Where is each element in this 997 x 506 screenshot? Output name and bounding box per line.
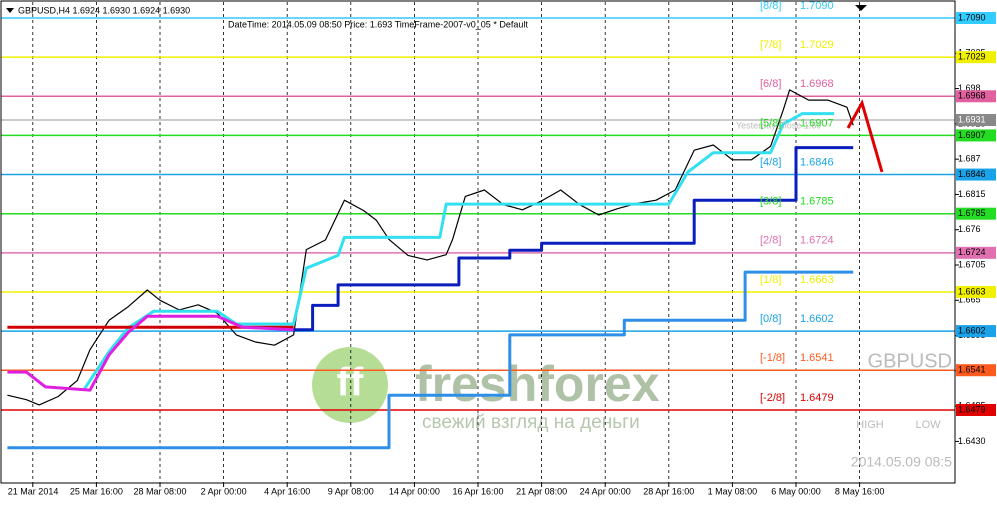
x-tick-label: 8 May 16:00: [835, 486, 885, 496]
level-axis-box: [956, 403, 996, 416]
level-value: 1.6907: [800, 117, 834, 129]
level-value: 1.6663: [800, 274, 834, 286]
level-name: [8/8]: [760, 0, 781, 12]
series-line: [293, 146, 854, 332]
level-name: [6/8]: [760, 78, 781, 90]
time-label: 2014.05.09 08:5: [851, 454, 952, 470]
level-name: [7/8]: [760, 39, 781, 51]
level-name: [-2/8]: [760, 392, 785, 404]
level-axis-label: 1.6968: [958, 91, 986, 101]
level-axis-box: [956, 168, 996, 181]
series-line: [82, 112, 835, 391]
level-value: 1.6846: [800, 156, 834, 168]
high-label: HIGH: [856, 419, 884, 431]
level-axis-label: 1.6907: [958, 130, 986, 140]
x-tick-label: 6 May 00:00: [771, 486, 821, 496]
level-value: 1.6602: [800, 313, 834, 325]
level-axis-box: [956, 12, 996, 25]
x-tick-label: 21 Apr 08:00: [516, 486, 567, 496]
level-value: 1.6479: [800, 392, 834, 404]
current-price-label: 1.6931: [958, 114, 986, 124]
x-tick-label: 28 Apr 16:00: [643, 486, 694, 496]
level-axis-label: 1.6602: [958, 325, 986, 335]
y-tick-label: 1.698: [958, 83, 981, 93]
logo-badge: [312, 347, 388, 423]
level-axis-label: 1.7029: [958, 52, 986, 62]
logo: ff freshforex свежий взгляд на деньги: [312, 347, 660, 433]
logo-mark: ff: [337, 361, 364, 405]
x-tick-label: 25 Mar 16:00: [70, 486, 123, 496]
y-tick-label: 1.6815: [958, 189, 986, 199]
level-name: [0/8]: [760, 313, 781, 325]
plot: [1, 2, 955, 483]
x-tick-label: 28 Mar 08:00: [133, 486, 186, 496]
level-axis-label: 1.6663: [958, 286, 986, 296]
level-value: 1.6541: [800, 352, 834, 364]
menu-arrow: [6, 8, 14, 13]
x-tick-label: 4 Apr 16:00: [264, 486, 310, 496]
current-price-box: [956, 114, 996, 127]
level-axis-box: [956, 207, 996, 220]
level-axis-box: [956, 51, 996, 64]
level-value: 1.6785: [800, 196, 834, 208]
x-tick-label: 9 Apr 08:00: [328, 486, 374, 496]
y-tick-label: 1.6705: [958, 259, 986, 269]
level-value: 1.7029: [800, 39, 834, 51]
y-tick-label: 1.687: [958, 154, 981, 164]
level-value: 1.6724: [800, 235, 834, 247]
level-name: [2/8]: [760, 235, 781, 247]
x-tick-label: 1 May 08:00: [708, 486, 758, 496]
level-name: [4/8]: [760, 156, 781, 168]
x-tick-label: 14 Apr 00:00: [389, 486, 440, 496]
series-line: [7, 270, 854, 450]
x-tick-label: 24 Apr 00:00: [580, 486, 631, 496]
forecast-arrow: [846, 99, 884, 173]
low-label: LOW: [915, 419, 941, 431]
level-axis-label: 1.6479: [958, 404, 986, 414]
chart-title: GBPUSD,H4 1.6924 1.6930 1.6924 1.6930: [18, 5, 190, 15]
level-value: 1.6968: [800, 78, 834, 90]
level-axis-label: 1.7090: [958, 12, 986, 22]
series-line: [7, 89, 854, 406]
info-line: DateTime: 2014.05.09 08:50 Price: 1.693 …: [228, 19, 528, 29]
level-name: [5/8]: [760, 117, 781, 129]
y-tick-label: 1.6430: [958, 436, 986, 446]
level-axis-label: 1.6785: [958, 208, 986, 218]
level-name: [1/8]: [760, 274, 781, 286]
logo-name: freshforex: [415, 356, 660, 412]
series-line: [7, 314, 294, 392]
x-tick-label: 16 Apr 16:00: [452, 486, 503, 496]
x-tick-label: 2 Apr 00:00: [201, 486, 247, 496]
level-axis-box: [956, 325, 996, 338]
level-axis-box: [956, 246, 996, 259]
level-axis-label: 1.6724: [958, 247, 986, 257]
y-tick-label: 1.665: [958, 295, 981, 305]
level-axis-label: 1.6846: [958, 169, 986, 179]
level-axis-box: [956, 90, 996, 103]
level-axis-box: [956, 285, 996, 298]
shift-marker: [855, 5, 867, 11]
level-value: 1.7090: [800, 0, 834, 12]
level-axis-box: [956, 129, 996, 142]
y-tick-label: 1.676: [958, 224, 981, 234]
level-axis-label: 1.6541: [958, 365, 986, 375]
level-axis-box: [956, 364, 996, 377]
level-name: [3/8]: [760, 196, 781, 208]
level-name: [-1/8]: [760, 352, 785, 364]
watermark: GBPUSD: [868, 350, 952, 372]
x-tick-label: 21 Mar 2014: [8, 486, 59, 496]
yesterday-close: Yesterday Close 1.69: [736, 120, 821, 130]
logo-tagline: свежий взгляд на деньги: [422, 412, 640, 433]
